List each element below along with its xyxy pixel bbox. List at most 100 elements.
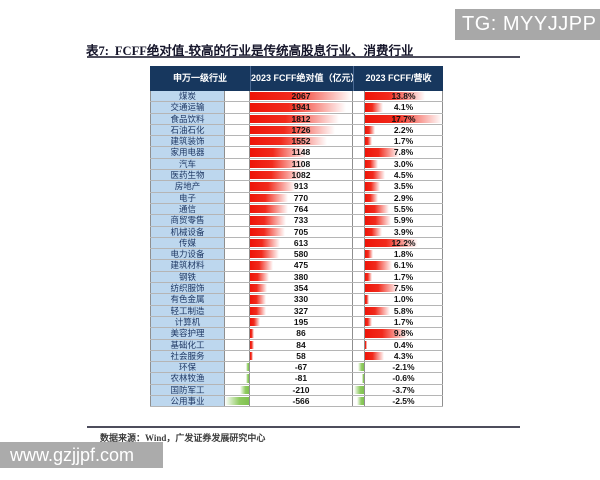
industry-cell: 煤炭 xyxy=(150,91,225,102)
ratio-negative-bar-cell xyxy=(353,350,365,362)
fcff-negative-bar-cell xyxy=(225,136,250,147)
table-title-text: FCFF绝对值-较高的行业是传统高股息行业、消费行业 xyxy=(114,44,414,58)
fcff-value: -67 xyxy=(294,362,308,373)
ratio-positive-bar xyxy=(365,171,385,180)
fcff-value-cell: 764 xyxy=(250,203,353,215)
ratio-positive-bar xyxy=(365,261,392,270)
fcff-positive-bar xyxy=(250,114,340,123)
fcff-negative-bar-cell xyxy=(225,158,250,170)
fcff-value: 770 xyxy=(293,192,309,203)
table-row: 通信 764 5.5% xyxy=(150,203,443,216)
fcff-negative-bar xyxy=(246,363,249,372)
fcff-value-cell: -566 xyxy=(250,396,353,407)
fcff-negative-bar-cell xyxy=(225,384,250,396)
ratio-value-cell: 7.8% xyxy=(365,147,443,158)
table-row: 钢铁 380 1.7% xyxy=(150,271,443,284)
site-watermark: www.gzjjpf.com xyxy=(0,442,163,468)
fcff-value-cell: 1726 xyxy=(250,124,353,136)
fcff-value-cell: 58 xyxy=(250,350,353,362)
fcff-positive-bar xyxy=(250,171,304,180)
ratio-positive-bar xyxy=(365,227,382,236)
ratio-negative-bar-cell xyxy=(353,124,365,136)
fcff-negative-bar-cell xyxy=(225,181,250,192)
ratio-value-cell: 1.7% xyxy=(365,316,443,328)
fcff-value: 1082 xyxy=(291,170,311,181)
ratio-negative-bar-cell xyxy=(353,237,365,249)
table-row: 纺织服饰 354 7.5% xyxy=(150,283,443,295)
ratio-value-cell: 4.5% xyxy=(365,170,443,181)
fcff-value-cell: 1108 xyxy=(250,158,353,170)
ratio-negative-bar-cell xyxy=(353,283,365,294)
fcff-value: 1812 xyxy=(291,113,311,124)
fcff-value-cell: 475 xyxy=(250,260,353,271)
data-source-note: 数据来源：Wind，广发证券发展研究中心 xyxy=(100,433,266,443)
industry-cell: 有色金属 xyxy=(150,294,225,305)
ratio-value-cell: 4.3% xyxy=(365,350,443,362)
ratio-negative-bar-cell xyxy=(353,294,365,305)
fcff-negative-bar-cell xyxy=(225,147,250,158)
ratio-negative-bar-cell xyxy=(353,192,365,203)
fcff-negative-bar-cell xyxy=(225,283,250,294)
table-row: 电力设备 580 1.8% xyxy=(150,249,443,261)
table-row: 医药生物 1082 4.5% xyxy=(150,170,443,182)
industry-cell: 家用电器 xyxy=(150,147,225,158)
ratio-value-cell: 17.7% xyxy=(365,113,443,124)
ratio-positive-bar xyxy=(365,284,398,293)
ratio-value-cell: 3.5% xyxy=(365,181,443,192)
fcff-negative-bar-cell xyxy=(225,305,250,316)
ratio-value: 12.2% xyxy=(391,237,416,248)
ratio-value-cell: 4.1% xyxy=(365,102,443,113)
industry-cell: 计算机 xyxy=(150,316,225,328)
industry-cell: 传媒 xyxy=(150,237,225,249)
ratio-value-cell: 3.9% xyxy=(365,226,443,237)
ratio-value-cell: 1.8% xyxy=(365,249,443,260)
fcff-value: 330 xyxy=(293,294,309,305)
industry-cell: 钢铁 xyxy=(150,271,225,283)
fcff-value-cell: 705 xyxy=(250,226,353,237)
table-row: 计算机 195 1.7% xyxy=(150,316,443,329)
fcff-value-cell: 770 xyxy=(250,192,353,203)
fcff-positive-bar xyxy=(250,92,352,101)
fcff-value-cell: 1941 xyxy=(250,102,353,113)
fcff-value-cell: 580 xyxy=(250,249,353,260)
ratio-value-cell: 5.5% xyxy=(365,203,443,215)
fcff-positive-bar xyxy=(250,340,255,349)
industry-cell: 国防军工 xyxy=(150,384,225,396)
fcff-positive-bar xyxy=(250,317,260,327)
fcff-value: 58 xyxy=(296,350,306,361)
table-row: 传媒 613 12.2% xyxy=(150,237,443,250)
ratio-value: 5.5% xyxy=(393,203,414,214)
industry-cell: 社会服务 xyxy=(150,350,225,362)
ratio-value: 7.8% xyxy=(393,147,414,158)
fcff-value-cell: 195 xyxy=(250,316,353,328)
industry-cell: 通信 xyxy=(150,203,225,215)
ratio-negative-bar-cell xyxy=(353,305,365,316)
fcff-value-cell: 1082 xyxy=(250,170,353,181)
table-row: 汽车 1108 3.0% xyxy=(150,158,443,171)
header-fcff-absolute: 2023 FCFF绝对值（亿元） xyxy=(250,66,353,91)
fcff-value: -566 xyxy=(292,396,310,407)
fcff-value: 613 xyxy=(293,237,309,248)
ratio-positive-bar xyxy=(365,137,373,146)
fcff-value: 1552 xyxy=(291,136,311,147)
ratio-positive-bar xyxy=(365,92,426,101)
ratio-value-cell: 6.1% xyxy=(365,260,443,271)
ratio-value-cell: 12.2% xyxy=(365,237,443,249)
fcff-negative-bar-cell xyxy=(225,373,250,384)
table-row: 农林牧渔 -81 -0.6% xyxy=(150,373,443,385)
fcff-value: 354 xyxy=(293,283,309,294)
ratio-value: 3.0% xyxy=(393,158,414,169)
fcff-negative-bar-cell xyxy=(225,294,250,305)
ratio-negative-bar-cell xyxy=(353,136,365,147)
fcff-value-cell: 2067 xyxy=(250,91,353,102)
fcff-value-cell: 733 xyxy=(250,215,353,226)
fcff-negative-bar-cell xyxy=(225,203,250,215)
ratio-negative-bar-cell xyxy=(353,396,365,407)
ratio-value-cell: 13.8% xyxy=(365,91,443,102)
ratio-value-cell: 1.7% xyxy=(365,136,443,147)
fcff-value-cell: 330 xyxy=(250,294,353,305)
fcff-positive-bar xyxy=(250,159,305,169)
industry-cell: 电力设备 xyxy=(150,249,225,260)
ratio-positive-bar xyxy=(365,114,442,123)
